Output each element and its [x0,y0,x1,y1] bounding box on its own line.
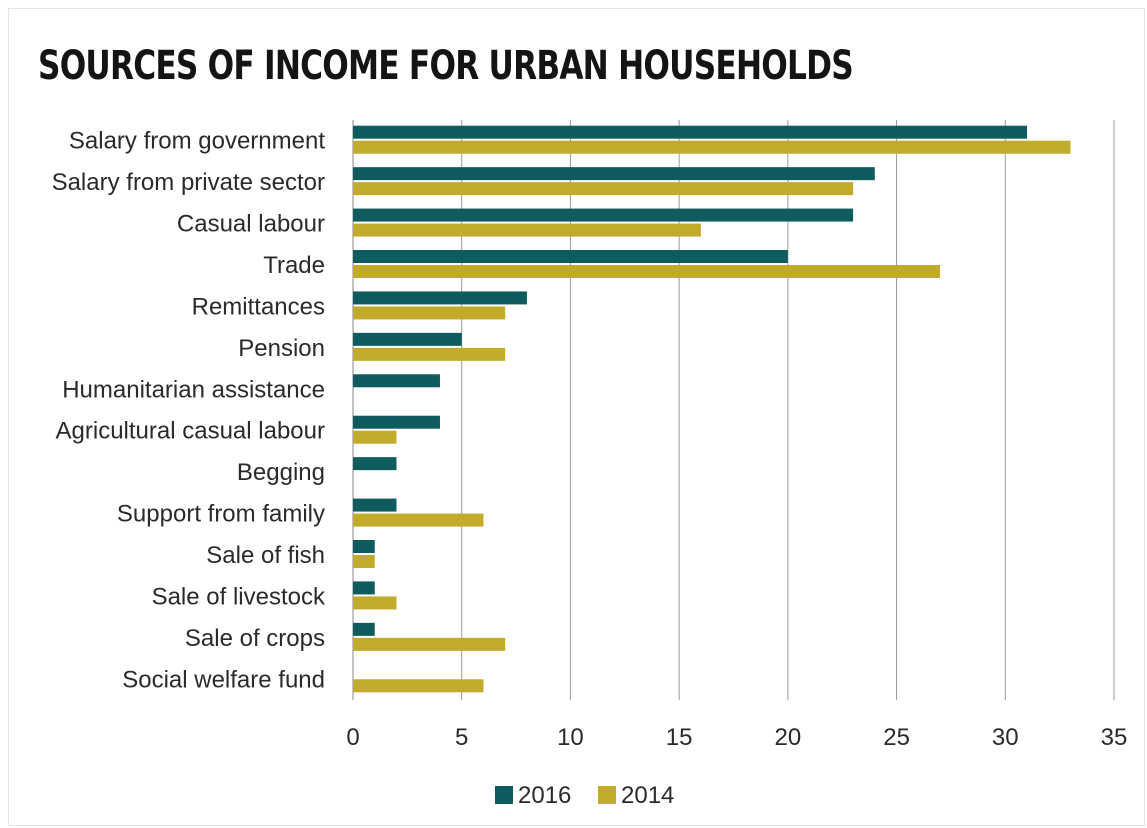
x-tick-label: 0 [346,724,359,751]
legend: 2016 2014 [495,782,674,809]
category-labels: Salary from government Salary from privat… [52,128,326,694]
bar-2016-10 [353,540,375,553]
category-label: Remittances [192,293,325,320]
x-tick-label: 35 [1101,724,1128,751]
legend-swatch-2014 [598,786,616,804]
category-label: Sale of livestock [152,583,326,610]
bar-2016-11 [353,581,375,595]
bar-2016-2 [353,208,854,222]
category-label: Salary from government [69,128,325,155]
bars [353,125,1071,693]
category-label: Salary from private sector [52,169,325,196]
x-tick-label: 20 [775,724,802,751]
bar-2016-8 [353,457,397,471]
legend-swatch-2016 [495,786,513,804]
x-tick-label: 25 [883,724,910,751]
x-tick-label: 5 [455,724,468,751]
category-label: Begging [237,459,325,486]
bar-2016-1 [353,167,875,181]
category-label: Support from family [117,501,325,528]
x-tick-label: 10 [557,724,584,751]
bar-2014-4 [353,306,506,320]
bar-2016-0 [353,125,1028,139]
legend-label-2014: 2014 [621,782,674,809]
bar-2016-5 [353,332,462,346]
bar-2014-0 [353,140,1071,154]
bar-2014-5 [353,347,506,361]
category-label: Agricultural casual labour [56,418,325,445]
category-label: Social welfare fund [122,666,325,693]
bar-2014-3 [353,265,941,278]
bar-2016-12 [353,622,375,636]
category-label: Pension [238,335,325,362]
bar-2014-1 [353,182,854,196]
bar-2016-4 [353,291,527,305]
x-tick-label: 30 [992,724,1019,751]
bar-2014-12 [353,637,506,651]
x-tick-label: 15 [666,724,693,751]
chart-title: SOURCES OF INCOME FOR URBAN HOUSEHOLDS [38,43,854,89]
category-label: Humanitarian assistance [62,376,325,403]
bar-2014-13 [353,679,484,693]
x-tick-labels: 0 5 10 15 20 25 30 35 [346,724,1127,751]
bar-2014-11 [353,596,397,610]
bar-2014-7 [353,430,397,444]
gridlines [352,120,1115,700]
category-label: Sale of fish [206,542,325,569]
bar-2014-2 [353,223,701,237]
bar-2014-10 [353,555,375,568]
bar-2016-3 [353,250,788,263]
category-label: Casual labour [177,211,325,238]
legend-label-2016: 2016 [518,782,571,809]
bar-2014-9 [353,513,484,527]
bar-2016-7 [353,415,440,429]
category-label: Trade [263,252,325,279]
bar-2016-9 [353,498,397,512]
bar-2016-6 [353,374,440,388]
category-label: Sale of crops [185,625,325,652]
